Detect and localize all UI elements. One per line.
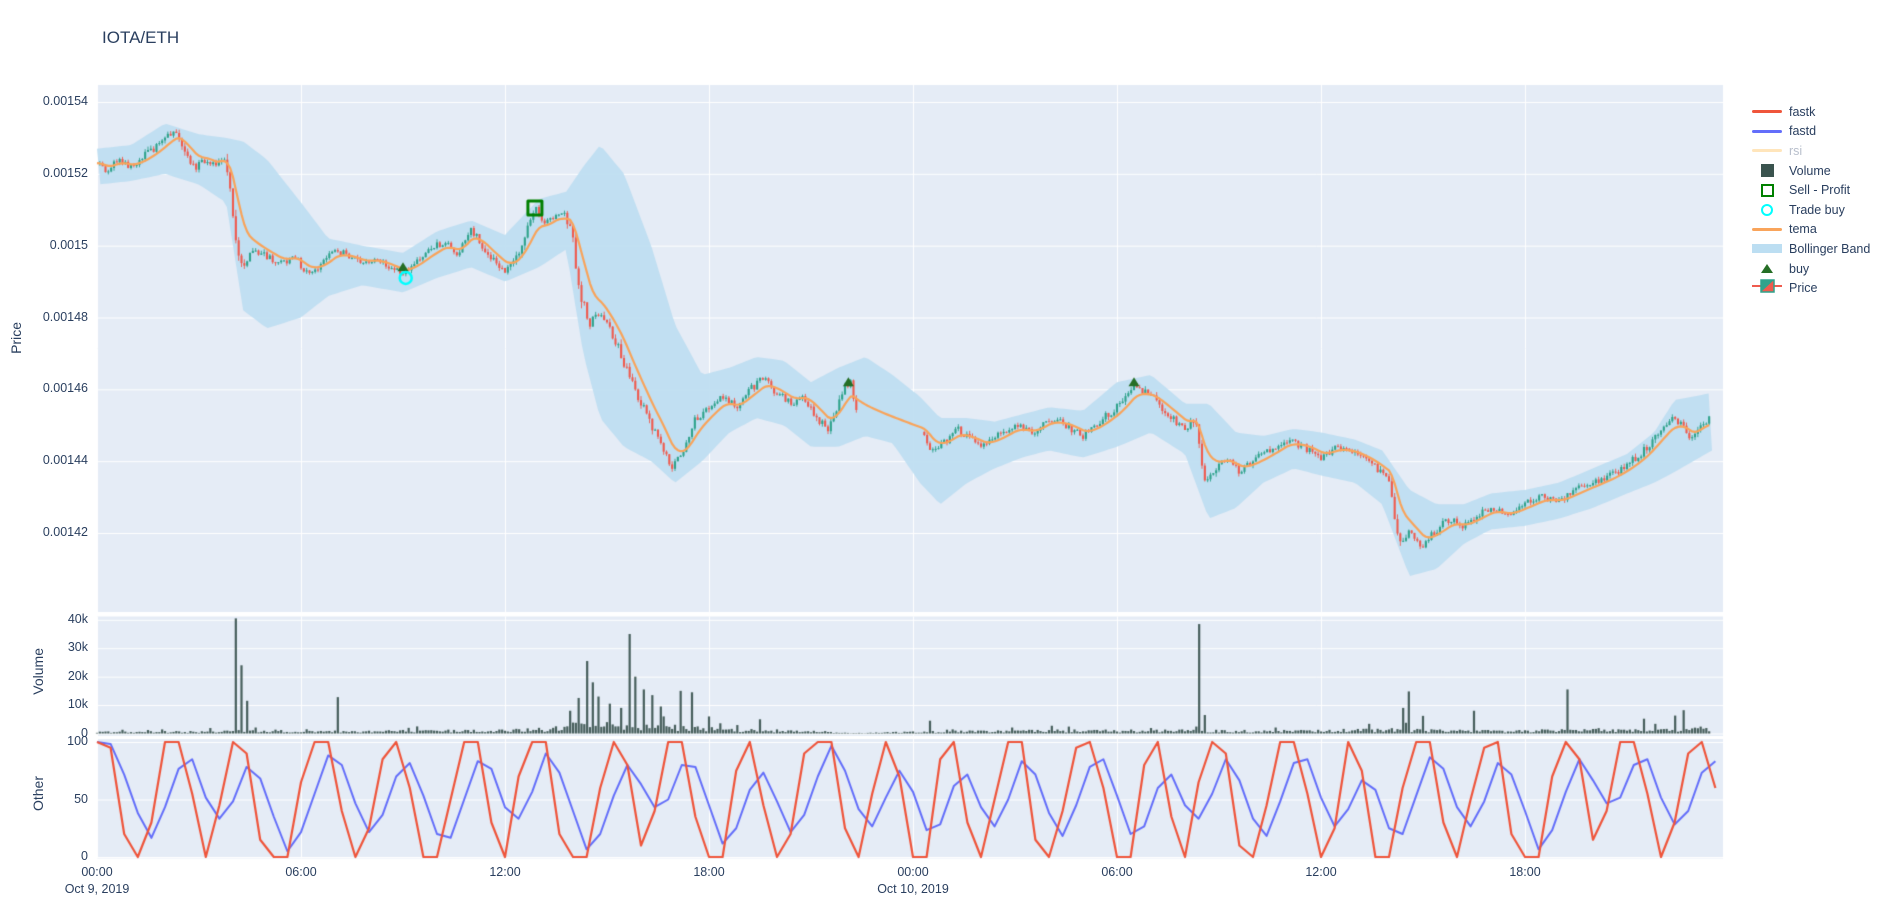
legend-item-fastk[interactable]: fastk (1750, 102, 1870, 122)
bband-legend-swatch-icon (1750, 244, 1784, 254)
volume-tick-label: 30k (67, 640, 88, 655)
x-tick-label: 00:00 (897, 865, 929, 879)
legend-item-buy[interactable]: buy (1750, 259, 1870, 279)
legend-item-fastd[interactable]: fastd (1750, 122, 1870, 142)
tema-legend-swatch-icon (1750, 227, 1784, 231)
legend-item-bband[interactable]: Bollinger Band (1750, 239, 1870, 259)
legend-item-tradebuy[interactable]: Trade buy (1750, 200, 1870, 220)
legend-item-label: Volume (1789, 163, 1831, 178)
price-tick-label: 0.00142 (42, 525, 88, 539)
buy-legend-swatch-icon (1750, 264, 1784, 274)
legend-item-tema[interactable]: tema (1750, 220, 1870, 240)
x-tick-label: 06:00 (285, 865, 317, 879)
x-date-label: Oct 9, 2019 (64, 882, 130, 896)
x-tick-label: 06:00 (1101, 865, 1133, 879)
legend-item-sell[interactable]: Sell - Profit (1750, 180, 1870, 200)
x-tick-label: 12:00 (1305, 865, 1337, 879)
legend-item-label: fastk (1789, 104, 1816, 119)
legend-item-label: fastd (1789, 124, 1817, 139)
x-date-label: Oct 10, 2019 (877, 882, 949, 896)
legend-item-label: Sell - Profit (1789, 183, 1851, 198)
x-tick-label: 12:00 (489, 865, 521, 879)
other-tick-label: 50 (74, 791, 88, 806)
price-tick-label: 0.00154 (42, 94, 88, 108)
price-tick-label: 0.00144 (42, 453, 88, 468)
fastk-legend-swatch-icon (1750, 110, 1784, 114)
x-tick-label: 18:00 (1509, 865, 1541, 879)
price-legend-swatch-icon (1750, 278, 1784, 299)
sell-legend-swatch-icon (1750, 183, 1784, 197)
volume-tick-label: 20k (67, 668, 88, 683)
x-tick-label: 18:00 (693, 865, 725, 879)
legend-item-label: Price (1789, 281, 1818, 296)
chart-title: IOTA/ETH (102, 28, 180, 47)
legend-item-label: Bollinger Band (1789, 241, 1871, 256)
volume-tick-label: 40k (67, 611, 88, 626)
volume-tick-label: 0 (81, 725, 88, 740)
other-tick-label: 0 (81, 849, 88, 863)
price-axis-title: Price (8, 322, 24, 354)
volume-tick-label: 10k (67, 697, 88, 712)
rsi-legend-swatch-icon (1750, 149, 1784, 153)
x-tick-label: 00:00 (81, 865, 113, 879)
legend-item-label: buy (1789, 261, 1810, 276)
legend-item-label: tema (1789, 222, 1817, 237)
legend-item-volume[interactable]: Volume (1750, 161, 1870, 181)
volume-legend-swatch-icon (1750, 164, 1784, 178)
other-tick-label: 100 (67, 734, 88, 748)
fastd-legend-swatch-icon (1750, 129, 1784, 133)
price-tick-label: 0.00146 (42, 381, 88, 396)
price-tick-label: 0.00152 (42, 165, 88, 180)
price-tick-label: 0.0015 (49, 237, 88, 252)
legend: fastk fastd rsi Volume Sell - Profit Trade bu… (1750, 102, 1870, 298)
price-tick-label: 0.00148 (42, 309, 88, 324)
legend-item-rsi[interactable]: rsi (1750, 141, 1870, 161)
tradebuy-legend-swatch-icon (1750, 203, 1784, 216)
legend-item-label: Trade buy (1789, 202, 1845, 217)
legend-item-label: rsi (1789, 143, 1803, 158)
legend-item-price[interactable]: Price (1750, 278, 1870, 298)
